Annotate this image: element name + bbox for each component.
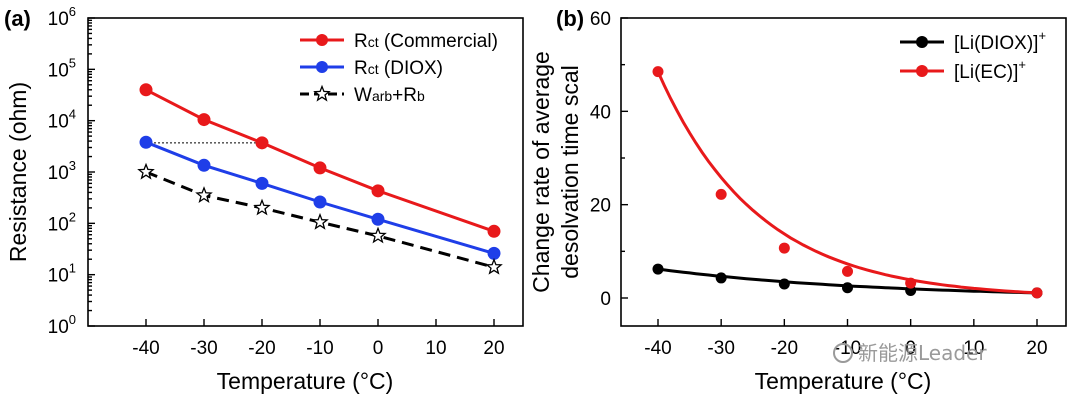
wechat-icon (833, 343, 853, 363)
x-tick-label: -40 (132, 338, 159, 359)
legend-marker (916, 36, 928, 48)
y-tick-label: 105 (48, 55, 76, 81)
chart-b-x-label: Temperature (°C) (755, 368, 932, 394)
legend-label: Rct (Commercial) (354, 31, 498, 52)
x-tick-label: 0 (905, 338, 916, 359)
data-point (905, 277, 917, 289)
y-tick-label: 20 (590, 196, 611, 217)
series-line-1 (145, 140, 495, 255)
star-point (253, 198, 271, 216)
data-point (255, 136, 269, 150)
x-tick-label: 20 (1026, 338, 1047, 359)
data-point (197, 113, 211, 127)
x-tick-label: -10 (306, 338, 333, 359)
data-point (371, 184, 385, 198)
x-tick-label: 10 (963, 338, 984, 359)
y-tick-label: 40 (590, 102, 611, 123)
data-point (487, 246, 501, 260)
y-tick-label: 100 (48, 312, 76, 338)
data-point (842, 282, 853, 294)
chart-b: -40 -30 -20 -10 0 10 20 0 20 40 60 Temperature (°… (528, 9, 1067, 394)
legend-label: [Li(DIOX)]+ (954, 28, 1046, 54)
chart-b-y-label-line1: Change rate of average (528, 51, 554, 293)
data-point (652, 263, 664, 275)
chart-b-series (652, 66, 1043, 299)
data-point (715, 272, 727, 284)
x-tick-label: -30 (707, 338, 734, 359)
data-point (778, 242, 790, 254)
legend-star (313, 84, 331, 102)
legend-marker (916, 65, 928, 77)
chart-b-legend: [Li(DIOX)]+ [Li(EC)]+ (900, 28, 1046, 83)
panel-label-b: (b) (556, 6, 584, 31)
data-point (255, 176, 269, 190)
data-point (842, 265, 853, 277)
chart-a-legend: Rct (Commercial) Rct (DIOX) Warb+Rb (300, 31, 498, 106)
legend-marker (316, 61, 328, 73)
data-point (778, 278, 790, 290)
legend-marker (316, 34, 328, 46)
chart-a-x-ticks: -40 -30 -20 -10 0 10 20 (132, 319, 505, 359)
data-point (715, 188, 727, 200)
star-point (485, 257, 503, 275)
x-tick-label: -20 (771, 338, 798, 359)
y-tick-label: 60 (590, 9, 611, 30)
x-tick-label: 10 (425, 338, 446, 359)
y-tick-label: 102 (48, 209, 76, 235)
series-line-0 (145, 88, 495, 233)
data-point (652, 66, 664, 78)
y-tick-label: 106 (48, 4, 76, 30)
y-tick-label: 101 (48, 261, 76, 287)
chart-a-x-label: Temperature (°C) (217, 368, 394, 394)
panel-label-a: (a) (4, 6, 31, 31)
x-tick-label: 20 (483, 338, 504, 359)
x-tick-label: -30 (190, 338, 217, 359)
star-point (137, 162, 155, 180)
chart-a-frame (87, 17, 524, 327)
data-point (371, 212, 385, 226)
data-point (487, 224, 501, 238)
data-point (313, 195, 327, 209)
y-tick-label: 0 (600, 289, 611, 310)
star-point (195, 186, 213, 203)
watermark-text: 新能源Leader (858, 341, 987, 365)
fit-curve-1 (656, 71, 1038, 295)
chart-a-y-label: Resistance (ohm) (5, 82, 31, 262)
star-point (369, 226, 387, 244)
chart-b-y-ticks: 0 20 40 60 (590, 9, 628, 310)
data-point (139, 83, 153, 97)
watermark: 新能源Leader (833, 341, 987, 365)
x-tick-label: -10 (834, 338, 861, 359)
data-point (197, 158, 211, 172)
legend-label: [Li(EC)]+ (954, 57, 1026, 83)
data-point (313, 161, 327, 175)
data-point (139, 135, 153, 149)
chart-b-y-label-line2: desolvation time scal (557, 65, 583, 279)
x-tick-label: -40 (644, 338, 671, 359)
chart-a-series (137, 83, 503, 275)
x-tick-label: -20 (248, 338, 275, 359)
chart-b-x-ticks: -40 -30 -20 -10 0 10 20 (644, 319, 1048, 359)
chart-a-y-ticks: 100 101 102 103 104 105 106 (48, 4, 95, 338)
x-tick-label: 0 (373, 338, 384, 359)
chart-b-frame (620, 17, 1067, 327)
legend-label: Rct (DIOX) (354, 58, 443, 79)
data-point (1031, 287, 1043, 299)
legend-label: Warb+Rb (354, 85, 425, 106)
y-tick-label: 103 (48, 158, 76, 184)
chart-a: -40 -30 -20 -10 0 10 20 100101102103104105106 … (5, 4, 524, 394)
star-point (311, 212, 329, 230)
y-tick-label: 104 (48, 107, 76, 133)
